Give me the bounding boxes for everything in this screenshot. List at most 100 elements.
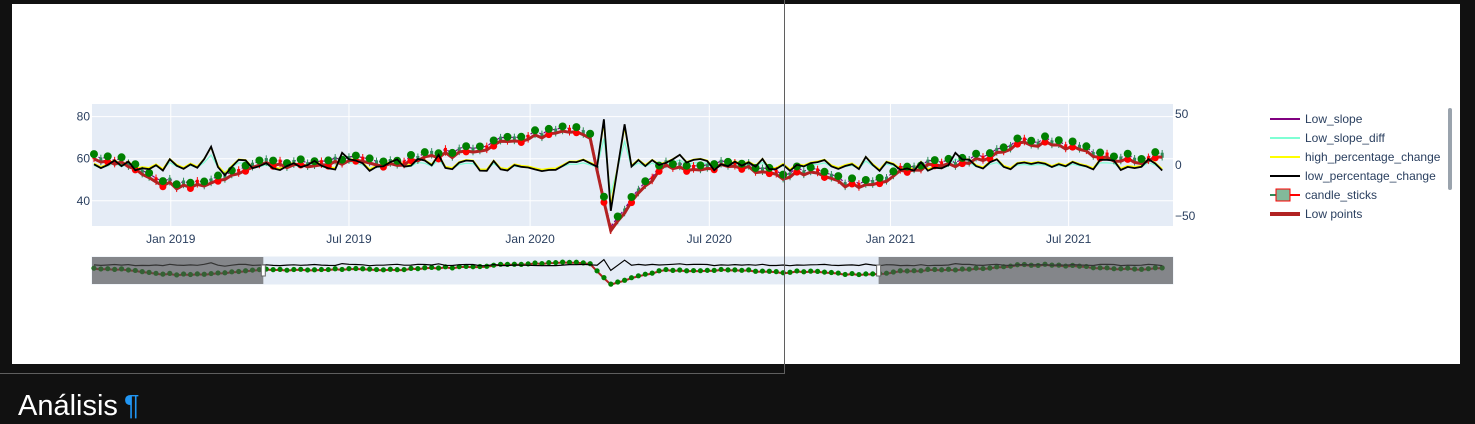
candle-body: [264, 158, 268, 164]
candle-body: [237, 169, 241, 175]
candle-body: [912, 165, 916, 171]
candle-body: [154, 177, 158, 183]
rangeslider-marker: [325, 266, 331, 273]
green-marker: [531, 126, 540, 135]
green-marker: [985, 149, 994, 158]
candle-body: [168, 177, 172, 183]
rangeslider-marker: [291, 266, 297, 273]
rangeslider-marker: [835, 270, 841, 276]
green-marker: [1082, 142, 1091, 151]
low-point-marker: [628, 199, 636, 207]
green-marker: [999, 143, 1008, 152]
legend-item-label[interactable]: Low_slope_diff: [1305, 131, 1386, 145]
rangeslider-marker: [546, 260, 552, 266]
green-marker: [627, 192, 636, 201]
green-marker: [641, 177, 650, 186]
rangeslider-marker: [408, 265, 414, 271]
rangeslider-marker: [718, 266, 724, 273]
y-right-tick-label: 50: [1175, 107, 1189, 121]
green-marker: [1151, 148, 1160, 157]
candle-body: [361, 156, 365, 162]
low-point-marker: [1069, 143, 1077, 151]
green-marker: [448, 148, 457, 157]
y-right-tick-label: −50: [1175, 209, 1196, 223]
rangeslider-handle-left[interactable]: [260, 264, 266, 277]
candle-body: [953, 162, 957, 168]
candle-body: [1091, 151, 1095, 158]
green-marker: [1096, 148, 1105, 157]
green-marker: [351, 151, 360, 160]
low-point-marker: [1151, 154, 1159, 162]
green-marker: [1054, 136, 1063, 145]
candle-body: [512, 136, 516, 142]
candle-body: [678, 162, 682, 168]
low-point-marker: [793, 168, 801, 176]
rangeslider-marker: [429, 264, 435, 271]
low-point-marker: [683, 167, 691, 175]
x-tick-label: Jul 2020: [687, 232, 733, 246]
rangeslider-marker: [787, 269, 793, 275]
low-point-marker: [876, 180, 884, 188]
candle-body: [126, 162, 130, 168]
rangeslider-marker: [422, 265, 428, 271]
rangeslider-marker: [594, 268, 600, 274]
candle-body: [692, 164, 696, 170]
candle-body: [430, 150, 434, 156]
legend-swatch-candle: [1275, 188, 1291, 202]
rangeslider-marker: [849, 270, 855, 277]
legend-item-label[interactable]: Low points: [1305, 207, 1362, 221]
green-marker: [255, 156, 264, 165]
low-point-marker: [655, 167, 663, 175]
candle-body: [1077, 144, 1081, 150]
rangeslider-marker: [332, 266, 338, 272]
candle-body: [499, 136, 503, 142]
green-marker: [131, 160, 140, 169]
green-marker: [186, 178, 195, 187]
candle-body: [250, 162, 254, 168]
legend-item-label[interactable]: candle_sticks: [1305, 188, 1377, 202]
rangeslider-marker: [773, 269, 779, 275]
rangeslider-handle-right[interactable]: [876, 264, 882, 277]
rangeslider-marker: [801, 269, 807, 275]
candle-body: [995, 147, 999, 153]
rangeslider-marker: [373, 266, 380, 273]
candle-body: [1119, 156, 1123, 162]
rangeslider-marker: [870, 271, 876, 277]
low-point-marker: [545, 131, 553, 139]
rangeslider-marker: [615, 279, 621, 285]
green-marker: [682, 161, 691, 170]
y-left-tick-label: 80: [77, 110, 91, 124]
low-point-marker: [462, 148, 470, 156]
green-marker: [779, 170, 788, 179]
legend-item-label[interactable]: low_percentage_change: [1305, 169, 1436, 183]
candle-body: [567, 127, 571, 133]
candle-body: [99, 157, 103, 163]
anchor-link[interactable]: ¶: [123, 390, 140, 422]
range-slider[interactable]: [91, 256, 1174, 287]
rangeslider-marker: [725, 267, 731, 273]
green-marker: [379, 157, 388, 166]
rangeslider-marker: [746, 267, 752, 273]
y-left-tick-label: 60: [77, 152, 91, 166]
green-marker: [806, 163, 815, 172]
rangeslider-marker: [435, 265, 442, 271]
candle-body: [223, 174, 227, 180]
candle-body: [760, 167, 764, 173]
low-point-marker: [407, 157, 415, 165]
green-marker: [462, 142, 471, 151]
green-marker: [1041, 132, 1050, 141]
legend-scrollbar[interactable]: [1448, 108, 1452, 190]
rangeslider-marker: [532, 260, 538, 266]
legend-item-label[interactable]: Low_slope: [1305, 112, 1363, 126]
green-marker: [696, 161, 705, 170]
low-point-marker: [1013, 140, 1021, 148]
candle-body: [981, 155, 985, 161]
rangeslider-marker: [642, 271, 648, 277]
candle-body: [526, 134, 530, 140]
green-marker: [861, 175, 870, 184]
rangeslider-marker: [553, 259, 559, 266]
candle-body: [333, 156, 337, 162]
rangeslider-marker: [346, 266, 352, 272]
green-marker: [834, 172, 843, 181]
legend-item-label[interactable]: high_percentage_change: [1305, 150, 1441, 164]
